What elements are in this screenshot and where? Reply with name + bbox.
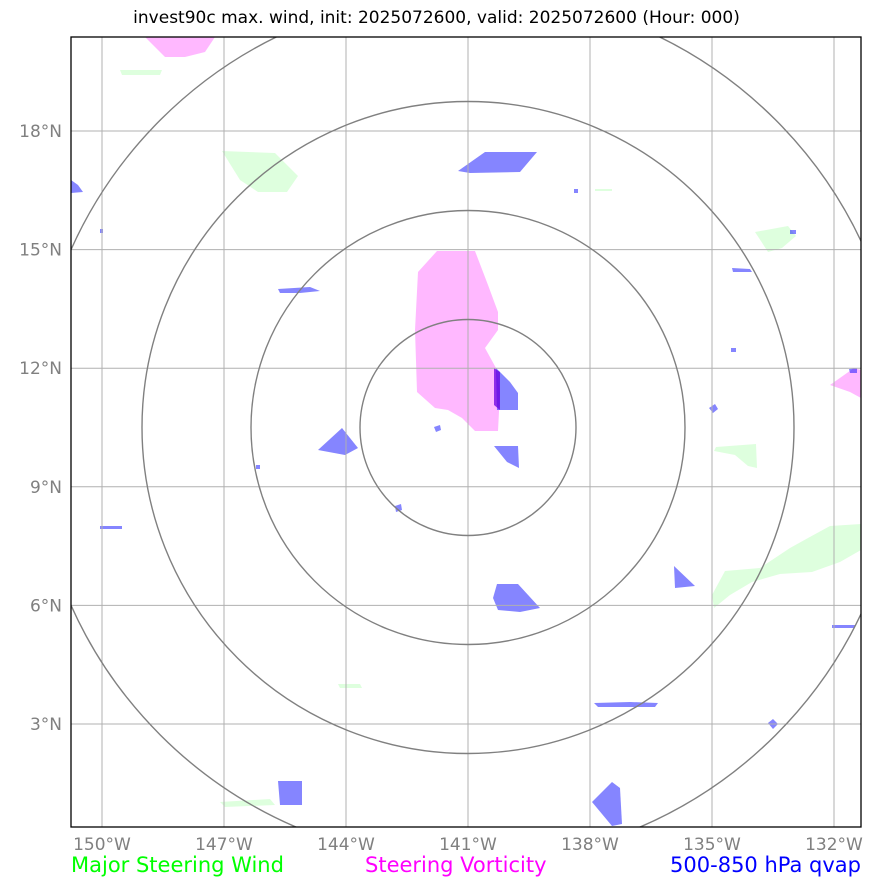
wind-area [755, 226, 796, 252]
lat-tick-label: 6°N [30, 596, 62, 616]
grid-lines [71, 37, 861, 827]
vorticity-area [145, 37, 215, 57]
lon-tick-label: 150°W [73, 835, 131, 855]
qvap-area [100, 526, 122, 529]
qvap-area [256, 465, 260, 469]
legend-major-steering-wind: Major Steering Wind [71, 853, 284, 877]
wind-area [714, 444, 757, 468]
qvap-area [832, 625, 855, 628]
qvap-area [592, 782, 622, 826]
qvap-area [849, 368, 857, 373]
wind-area [120, 70, 162, 75]
qvap-area [71, 180, 83, 193]
lon-tick-label: 132°W [805, 835, 863, 855]
qvap-area [493, 584, 540, 612]
qvap-area [674, 566, 695, 588]
field-overlays [71, 37, 861, 826]
qvap-area [790, 230, 796, 234]
lon-tick-label: 138°W [561, 835, 619, 855]
legend-qvap: 500-850 hPa qvap [670, 853, 861, 877]
qvap-area [494, 446, 519, 468]
lat-tick-label: 9°N [30, 478, 62, 498]
wind-areas [120, 70, 861, 807]
qvap-overlap [494, 368, 500, 410]
qvap-area [458, 152, 537, 173]
lon-tick-label: 141°W [439, 835, 497, 855]
wind-area [338, 684, 362, 688]
tick-labels: 150°W 147°W 144°W 141°W 138°W 135°W 132°W 18°N 1… [19, 122, 863, 855]
wind-area [712, 524, 861, 608]
lat-tick-label: 12°N [19, 359, 62, 379]
range-ring [141, 100, 795, 755]
lon-tick-label: 147°W [195, 835, 253, 855]
qvap-area [709, 404, 718, 413]
qvap-area [574, 189, 578, 193]
range-rings [71, 37, 861, 827]
qvap-area [594, 702, 658, 707]
lat-tick-label: 3°N [30, 715, 62, 735]
vorticity-area [415, 251, 500, 431]
qvap-area [434, 425, 441, 432]
qvap-area [732, 268, 752, 272]
qvap-area [395, 504, 402, 512]
qvap-area [731, 348, 736, 352]
lat-tick-label: 18°N [19, 122, 62, 142]
map-title: invest90c max. wind, init: 2025072600, v… [133, 8, 740, 28]
vorticity-areas [145, 37, 861, 431]
range-ring [250, 209, 686, 646]
qvap-area [318, 428, 358, 455]
lon-tick-label: 135°W [683, 835, 741, 855]
wind-area [595, 189, 612, 191]
vorticity-area [830, 368, 861, 398]
lon-tick-label: 144°W [317, 835, 375, 855]
qvap-area [278, 781, 302, 805]
range-ring [359, 318, 577, 537]
qvap-area [496, 368, 518, 410]
qvap-area [278, 287, 320, 293]
lat-tick-label: 15°N [19, 241, 62, 261]
axes-frame [70, 36, 862, 828]
legend-steering-vorticity: Steering Vorticity [365, 853, 547, 877]
range-ring [71, 37, 861, 827]
